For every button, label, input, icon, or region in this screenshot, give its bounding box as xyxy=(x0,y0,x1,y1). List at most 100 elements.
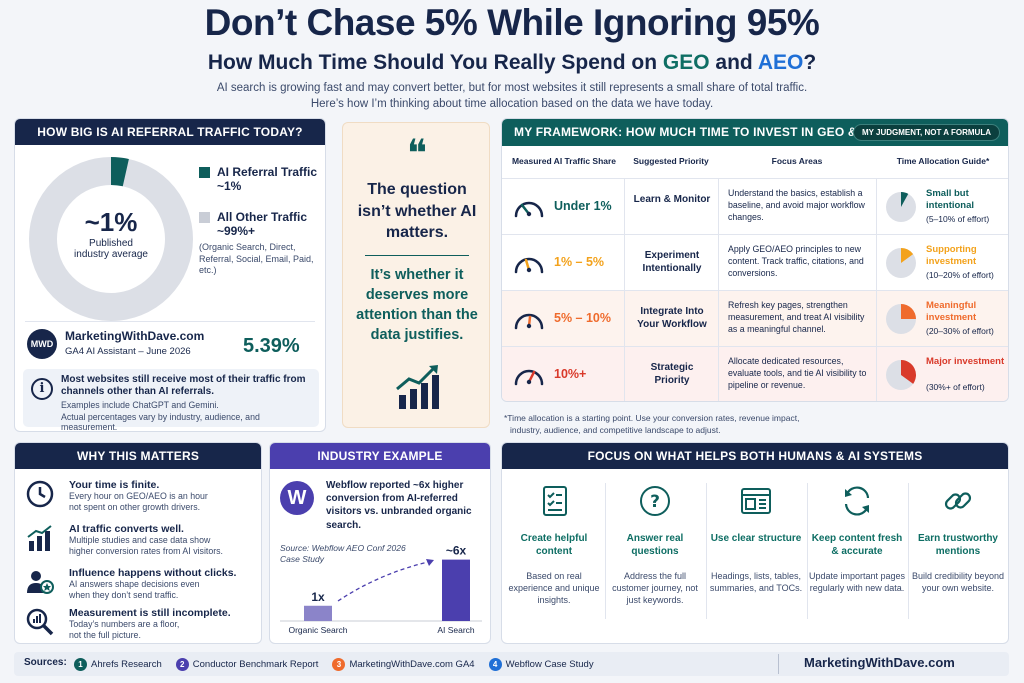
traffic-share: 5% – 10% xyxy=(554,311,611,325)
traffic-share: 10%+ xyxy=(554,367,587,381)
allocation-title: Small but intentional xyxy=(926,188,975,211)
why-desc-1b: not spent on other growth drivers. xyxy=(69,501,201,512)
users-icon xyxy=(27,571,54,594)
framework-row: 1% – 5% Experiment Intentionally Apply GEO… xyxy=(502,234,1008,290)
legend-ai: AI Referral Traffic ~1% xyxy=(199,165,319,193)
subtitle: How Much Time Should You Really Spend on… xyxy=(0,51,1024,75)
why-desc-4b: not the full picture. xyxy=(69,629,141,640)
intro-line-2: Here’s how I’m thinking about time alloc… xyxy=(310,98,714,110)
focus-areas: Understand the basics, establish a basel… xyxy=(728,188,865,222)
column-divider xyxy=(624,179,625,234)
legend-other-swatch xyxy=(199,212,210,223)
col-header-share: Measured AI Traffic Share xyxy=(511,156,617,166)
focus-separator xyxy=(706,483,707,619)
col-header-focus: Focus Areas xyxy=(771,156,823,166)
donut-center-value: ~1% xyxy=(84,207,138,237)
refresh-icon xyxy=(844,486,870,516)
info-box: i Most websites still receive most of th… xyxy=(23,369,319,431)
why-item-time: Your time is finite. Every hour on GEO/A… xyxy=(25,479,261,513)
focus-card: FOCUS ON WHAT HELPS BOTH HUMANS & AI SYS… xyxy=(501,442,1009,644)
focus-separator xyxy=(605,483,606,619)
mwd-logo: MWD xyxy=(27,329,57,359)
focus-title: Earn trustworthy mentions xyxy=(917,533,998,557)
subtitle-aeo: AEO xyxy=(757,51,804,74)
focus-item: Earn trustworthy mentions Build credibili… xyxy=(908,483,1008,594)
source-number: 1 xyxy=(74,658,87,672)
donut-center-label-1: Published xyxy=(89,238,133,249)
legend-ai-title: AI Referral Traffic xyxy=(217,165,318,179)
allocation-pie xyxy=(886,360,917,390)
industry-text: Webflow reported ~6x higher conversion f… xyxy=(326,480,472,531)
gauge-icon xyxy=(514,201,544,218)
chart-up-icon xyxy=(27,525,52,551)
framework-footnote-2: industry, audience, and competitive land… xyxy=(510,425,721,435)
framework-row: 5% – 10% Integrate Into Your Workflow Refr… xyxy=(502,290,1008,346)
focus-item: Create helpful content Based on real expe… xyxy=(504,483,604,606)
framework-row: Under 1% Learn & Monitor Understand the ba… xyxy=(502,178,1008,234)
clock-icon xyxy=(26,480,54,508)
judgment-badge: MY JUDGMENT, NOT A FORMULA xyxy=(852,124,1000,141)
priority: Experiment Intentionally xyxy=(642,250,702,274)
bar-label-organic: 1x xyxy=(311,590,325,604)
focus-separator xyxy=(807,483,808,619)
column-divider xyxy=(876,179,877,234)
focus-areas: Allocate dedicated resources, evaluate t… xyxy=(728,356,867,390)
industry-bar-chart: 1x ~6x Organic Search AI Search xyxy=(280,544,482,635)
focus-separator xyxy=(908,483,909,619)
priority: Strategic Priority xyxy=(650,362,694,386)
category-ai: AI Search xyxy=(437,625,475,635)
info-line-1: Examples include ChatGPT and Gemini. xyxy=(61,400,219,410)
framework-footnote-1: *Time allocation is a starting point. Us… xyxy=(504,413,800,423)
why-title-4: Measurement is still incomplete. xyxy=(69,607,231,619)
why-title-1: Your time is finite. xyxy=(69,479,160,491)
focus-title: Use clear structure xyxy=(710,533,802,544)
sources-list: 1 Ahrefs Research 2 Conductor Benchmark Rep… xyxy=(74,656,608,674)
source-number: 4 xyxy=(488,658,502,672)
magnifier-chart-icon xyxy=(26,608,54,636)
column-divider xyxy=(718,179,719,234)
focus-areas: Refresh key pages, strengthen measuremen… xyxy=(728,300,865,334)
question-icon: ? xyxy=(640,486,670,516)
allocation-title: Meaningful investment xyxy=(926,300,977,323)
sources-label: Sources: xyxy=(24,657,67,668)
legend-other: All Other Traffic ~99%+ (Organic Search,… xyxy=(199,210,321,277)
link-icon xyxy=(944,492,972,510)
focus-areas: Apply GEO/AEO principles to new content.… xyxy=(728,244,864,278)
donut-center: ~1% Published industry average xyxy=(27,207,195,260)
framework-heading-text: MY FRAMEWORK: HOW MUCH TIME TO INVEST IN… xyxy=(514,125,887,139)
footer-divider xyxy=(778,654,779,674)
column-divider xyxy=(624,291,625,346)
framework-card: MY FRAMEWORK: HOW MUCH TIME TO INVEST IN… xyxy=(501,118,1009,402)
allocation-title: Supporting investment xyxy=(926,244,977,267)
donut-ai-slice xyxy=(111,157,129,187)
info-icon: i xyxy=(31,378,53,400)
why-desc-3b: when they don’t send traffic. xyxy=(69,589,179,600)
allocation-range: (20–30% of effort) xyxy=(926,326,994,336)
allocation-range: (10–20% of effort) xyxy=(926,270,994,280)
referral-heading: HOW BIG IS AI REFERRAL TRAFFIC TODAY? xyxy=(15,119,325,145)
quote-card: ❝ The question isn’t whether AI matters.… xyxy=(342,122,490,428)
col-header-priority: Suggested Priority xyxy=(633,156,709,166)
focus-item: Use clear structure Headings, lists, tabl… xyxy=(706,483,806,594)
bar-label-ai: ~6x xyxy=(446,544,467,558)
allocation-range: (30%+ of effort) xyxy=(926,382,985,392)
framework-row: 10%+ Strategic Priority Allocate dedicated… xyxy=(502,346,1008,401)
focus-desc: Based on real experience and unique insi… xyxy=(508,571,600,606)
why-heading: WHY THIS MATTERS xyxy=(15,443,261,469)
why-desc-2b: higher conversion rates from AI visitors… xyxy=(69,545,224,556)
column-divider xyxy=(876,235,877,290)
source-name: Webflow Case Study xyxy=(505,659,594,671)
focus-desc: Headings, lists, tables, summaries, and … xyxy=(709,571,803,594)
checklist-icon xyxy=(543,486,567,516)
industry-heading: INDUSTRY EXAMPLE xyxy=(270,443,490,469)
main-title: Don’t Chase 5% While Ignoring 95% xyxy=(204,2,820,43)
column-divider xyxy=(876,347,877,401)
why-title-2: AI traffic converts well. xyxy=(69,523,184,535)
traffic-share: 1% – 5% xyxy=(554,255,605,269)
site-sub: GA4 AI Assistant – June 2026 xyxy=(65,346,191,357)
why-item-converts: AI traffic converts well. Multiple studi… xyxy=(25,523,261,557)
allocation-title: Major investment xyxy=(926,356,1005,367)
legend-other-title: All Other Traffic xyxy=(217,210,308,224)
industry-source: Source: Webflow AEO Conf 2026 Case Study xyxy=(280,543,406,565)
column-divider xyxy=(718,347,719,401)
